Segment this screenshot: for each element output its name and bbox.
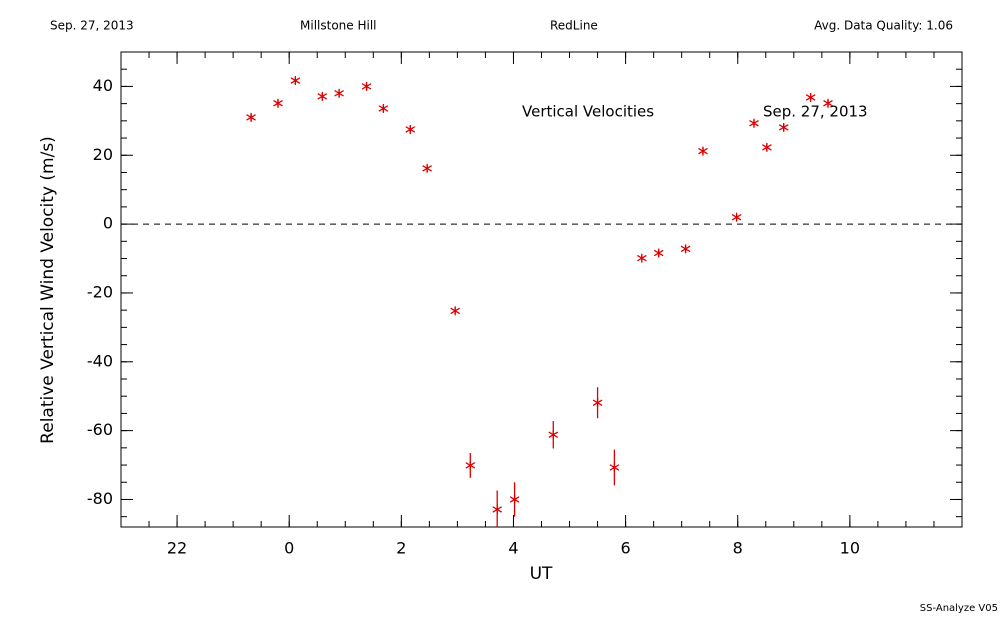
star-stroke [749,119,759,127]
star-stroke [698,147,708,155]
data-point [273,98,283,108]
data-point [548,430,559,440]
annotation: Vertical Velocities [522,103,654,121]
data-point [653,248,664,258]
star-stroke [548,431,559,439]
data-point [317,91,328,101]
header-quality: Avg. Data Quality: 1.06 [814,19,953,33]
x-tick-label: 10 [840,539,860,558]
header-line: RedLine [550,19,598,33]
y-tick-label: 40 [93,76,113,95]
star-stroke [592,399,603,407]
data-point [290,76,301,86]
data-point [805,92,816,102]
header-site: Millstone Hill [300,19,376,33]
data-point [592,398,603,408]
star-stroke [609,464,620,471]
data-point [422,163,432,173]
star-stroke [762,144,772,151]
data-point [698,146,708,156]
star-stroke [378,105,389,112]
data-point [609,462,620,472]
y-tick-label: -40 [87,351,113,370]
star-stroke [805,94,816,101]
y-axis-label: Relative Vertical Wind Velocity (m/s) [38,136,58,444]
x-tick-label: 8 [733,539,743,558]
star-stroke [273,100,283,107]
star-stroke [731,213,742,221]
y-tick-label: -60 [87,420,113,439]
x-tick-label: 2 [396,539,406,558]
star-stroke [450,307,460,315]
star-stroke [290,77,301,84]
data-point [509,494,520,504]
data-point [680,244,691,254]
star-stroke [823,100,833,107]
data-point [637,253,647,263]
star-stroke [422,165,432,172]
star-stroke [680,245,691,253]
star-stroke [492,506,503,513]
star-stroke [334,90,344,97]
data-point [778,122,789,132]
y-tick-label: 0 [103,214,113,233]
y-tick-label: -20 [87,282,113,301]
x-tick-label: 22 [167,539,187,558]
data-point [450,306,460,316]
star-stroke [317,93,328,100]
data-point [731,212,742,222]
data-point [361,81,372,91]
y-tick-label: -80 [87,489,113,508]
x-tick-label: 4 [508,539,518,558]
data-point [246,112,256,122]
data-point [762,142,772,152]
data-point [334,88,344,98]
star-stroke [465,462,476,469]
x-tick-label: 6 [621,539,631,558]
star-stroke [653,249,664,257]
x-tick-label: 0 [284,539,294,558]
y-tick-label: 20 [93,145,113,164]
x-axis-label: UT [530,564,553,584]
star-stroke [778,124,789,131]
data-point [749,118,759,128]
data-point [465,460,476,470]
data-point [823,98,833,108]
annotation: Sep. 27, 2013 [763,103,868,121]
star-stroke [246,114,256,121]
header-date: Sep. 27, 2013 [50,19,134,33]
star-stroke [361,83,372,90]
plot-frame [120,51,963,528]
footer: SS-Analyze V05 [920,603,998,614]
data-point [492,504,503,514]
star-stroke [637,254,647,262]
star-stroke [509,496,520,503]
star-stroke [405,126,416,133]
data-point [378,103,389,113]
data-point [405,124,416,134]
